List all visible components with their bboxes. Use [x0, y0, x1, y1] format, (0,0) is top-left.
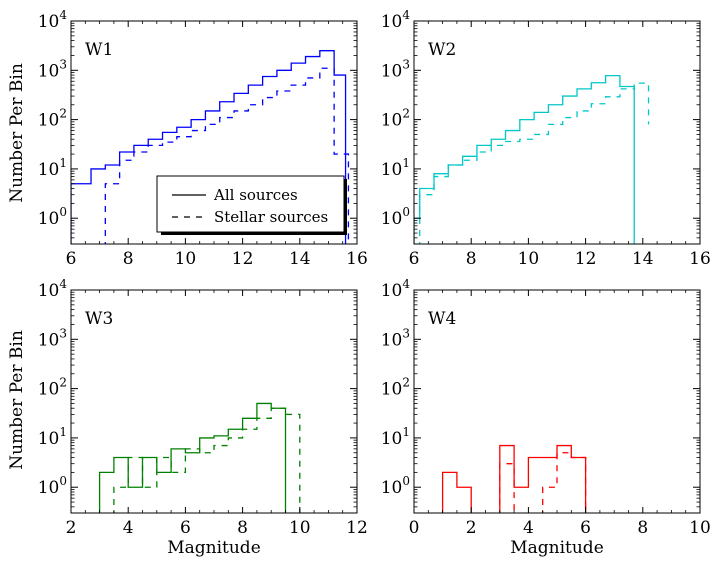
histograms-w2 — [414, 74, 650, 244]
x-tick-label-w2: 10 — [518, 249, 540, 269]
y-tick-label-w2: 103 — [381, 57, 410, 81]
x-tick-label-w2: 14 — [632, 249, 654, 269]
y-tick-label-w2: 102 — [381, 107, 410, 131]
x-tick-label-w1: 12 — [232, 249, 254, 269]
legend-label-stellar: Stellar sources — [214, 208, 328, 226]
panel-label-w3: W3 — [85, 309, 113, 329]
series-all-w2-0 — [414, 74, 635, 244]
y-tick-label-w1: 102 — [38, 107, 67, 131]
x-tick-label-w2: 16 — [689, 249, 711, 269]
legend-box — [156, 175, 345, 233]
x-tick-label-w3: 8 — [237, 518, 248, 538]
series-stellar-w1-1 — [104, 67, 350, 244]
y-tick-label-w4: 100 — [381, 474, 410, 498]
x-tick-label-w1: 6 — [66, 249, 77, 269]
x-tick-label-w1: 16 — [346, 249, 368, 269]
x-tick-label-w3: 4 — [123, 518, 134, 538]
y-tick-label-w4: 104 — [381, 277, 411, 301]
y-tick-label-w2: 101 — [381, 156, 410, 180]
series-all-w1-0 — [71, 50, 347, 244]
y-tick-label-w2: 104 — [381, 8, 411, 32]
x-tick-label-w1: 14 — [289, 249, 311, 269]
y-tick-label-w1: 104 — [38, 8, 68, 32]
x-tick-label-w2: 12 — [575, 249, 597, 269]
y-axis-label-bottom: Number Per Bin — [7, 330, 27, 470]
x-tick-label-w4: 2 — [466, 518, 477, 538]
legend: All sources Stellar sources — [156, 175, 347, 235]
series-all-w3-0 — [98, 402, 287, 513]
y-tick-label-w3: 100 — [38, 474, 67, 498]
panel-w1: 6 8 10 12 14 16 100 101 102 103 104 W1 — [38, 8, 368, 269]
axes-frame-w2 — [413, 20, 701, 245]
y-tick-label-w1: 101 — [38, 156, 67, 180]
panel-label-w1: W1 — [85, 40, 113, 60]
y-tick-label-w1: 103 — [38, 57, 67, 81]
panel-label-w4: W4 — [428, 309, 456, 329]
histograms-w3 — [98, 402, 301, 513]
panel-w3: 2 4 6 8 10 12 100 101 102 103 104 W3 — [38, 277, 368, 538]
x-tick-label-w4: 0 — [409, 518, 420, 538]
panel-w2: 6 8 10 12 14 16 100 101 102 103 104 W2 — [381, 8, 711, 269]
series-stellar-w3-1 — [113, 407, 301, 513]
x-axis-label-w4: Magnitude — [510, 538, 604, 558]
x-tick-label-w4: 6 — [580, 518, 591, 538]
x-tick-label-w3: 2 — [66, 518, 77, 538]
y-tick-label-w3: 102 — [38, 376, 67, 400]
x-tick-label-w4: 8 — [637, 518, 648, 538]
x-tick-label-w2: 6 — [409, 249, 420, 269]
panel-w4: 0 2 4 6 8 10 100 101 102 103 104 W4 — [381, 277, 711, 538]
series-stellar-w4-2 — [499, 463, 515, 513]
x-tick-label-w4: 10 — [689, 518, 711, 538]
panel-label-w2: W2 — [428, 40, 456, 60]
y-tick-label-w4: 102 — [381, 376, 410, 400]
y-tick-label-w1: 100 — [38, 205, 67, 229]
legend-label-all: All sources — [213, 186, 298, 204]
series-stellar-w4-3 — [542, 452, 587, 513]
y-tick-label-w4: 101 — [381, 425, 410, 449]
y-tick-label-w3: 101 — [38, 425, 67, 449]
x-tick-label-w1: 10 — [175, 249, 197, 269]
x-tick-label-w3: 10 — [289, 518, 311, 538]
y-tick-label-w2: 100 — [381, 205, 410, 229]
histograms-w4 — [441, 444, 587, 513]
y-tick-label-w3: 104 — [38, 277, 68, 301]
y-axis-label-top: Number Per Bin — [7, 63, 27, 203]
y-tick-label-w4: 103 — [381, 326, 410, 350]
axes-frame-w3 — [70, 289, 358, 514]
x-tick-label-w4: 4 — [523, 518, 534, 538]
x-axis-label-w3: Magnitude — [167, 538, 261, 558]
series-all-w4-1 — [499, 444, 587, 513]
x-tick-label-w3: 6 — [180, 518, 191, 538]
series-all-w4-0 — [441, 471, 472, 513]
x-tick-label-w3: 12 — [346, 518, 368, 538]
y-tick-label-w3: 103 — [38, 326, 67, 350]
x-tick-label-w2: 8 — [466, 249, 477, 269]
histograms-w1 — [71, 50, 350, 244]
x-tick-label-w1: 8 — [123, 249, 134, 269]
